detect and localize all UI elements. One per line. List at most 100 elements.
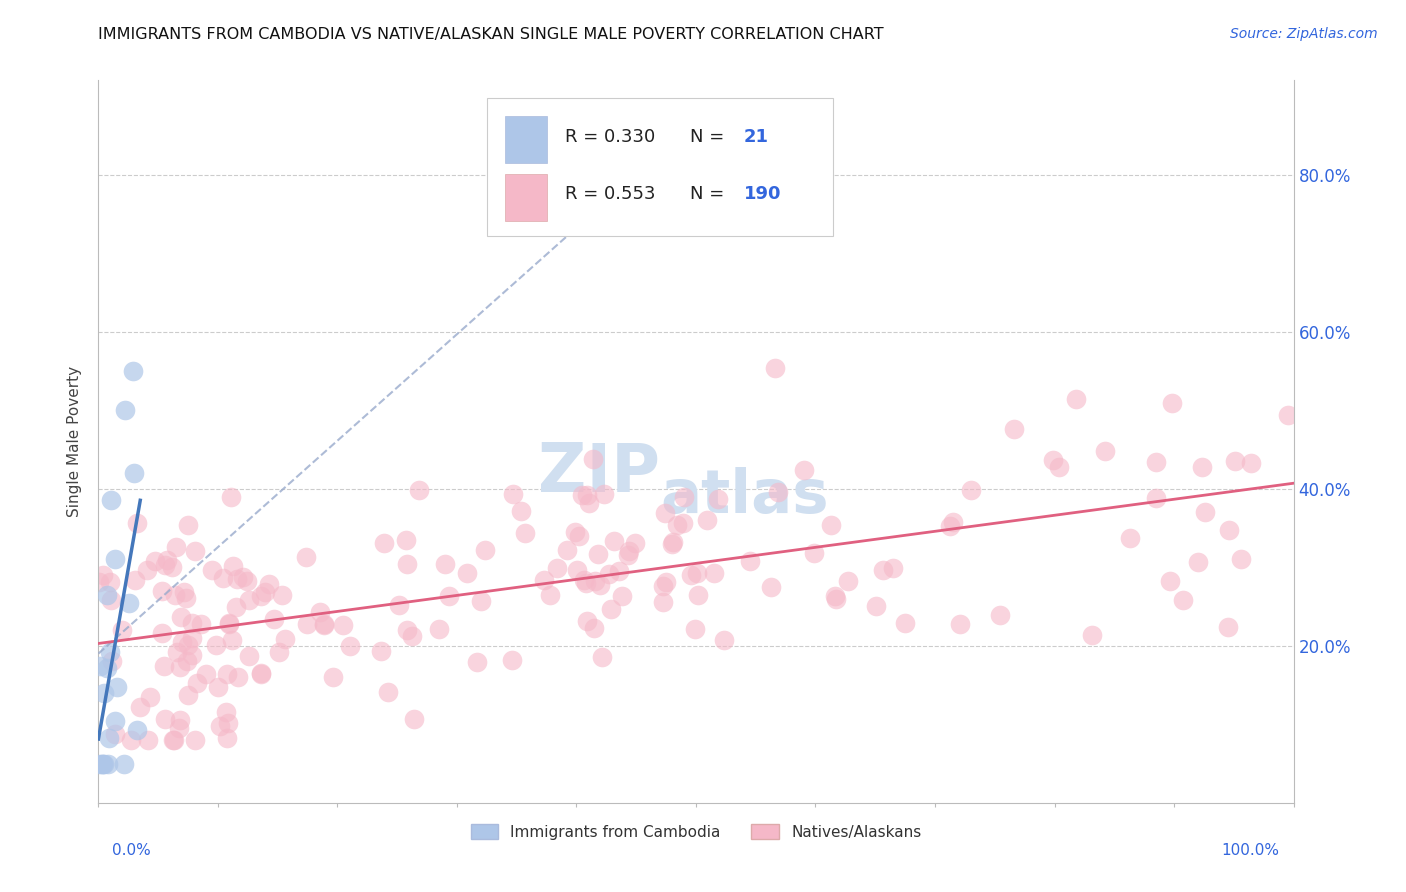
Point — [959, 483, 981, 497]
Point — [91, 756, 114, 771]
Point — [125, 723, 148, 738]
Point — [1161, 396, 1184, 410]
Point — [401, 629, 423, 643]
Point — [177, 689, 200, 703]
Point — [1118, 531, 1140, 545]
Point — [135, 563, 157, 577]
Point — [257, 577, 280, 591]
Point — [1218, 523, 1240, 537]
Point — [707, 492, 730, 507]
Point — [683, 622, 706, 636]
Point — [267, 645, 290, 659]
Point — [143, 554, 166, 568]
Point — [433, 558, 456, 572]
Point — [93, 756, 115, 771]
Point — [96, 661, 118, 675]
Point — [104, 727, 127, 741]
Point — [607, 564, 630, 578]
Point — [217, 731, 239, 745]
Point — [696, 513, 718, 527]
Point — [153, 659, 176, 673]
Point — [768, 484, 790, 499]
Point — [589, 578, 612, 592]
Point — [470, 594, 492, 608]
Point — [555, 543, 578, 558]
Point — [882, 561, 904, 575]
Point — [186, 675, 208, 690]
Point — [837, 574, 859, 588]
Point — [165, 540, 187, 554]
Point — [87, 574, 110, 589]
Point — [150, 625, 173, 640]
Point — [218, 617, 240, 632]
Point — [652, 579, 675, 593]
Point — [395, 533, 418, 548]
Point — [610, 590, 633, 604]
Point — [176, 654, 198, 668]
Point — [1225, 454, 1247, 468]
Point — [314, 618, 336, 632]
Point — [136, 733, 159, 747]
Point — [177, 518, 200, 533]
Point — [111, 623, 134, 637]
Point — [89, 659, 111, 673]
Point — [591, 650, 613, 665]
FancyBboxPatch shape — [505, 117, 547, 163]
Point — [120, 733, 142, 747]
Text: N =: N = — [690, 186, 730, 203]
Point — [575, 488, 598, 502]
Point — [295, 616, 318, 631]
Point — [250, 666, 273, 681]
Point — [671, 516, 693, 531]
Point — [803, 546, 825, 560]
Point — [166, 645, 188, 659]
Point — [1144, 491, 1167, 506]
Text: 190: 190 — [744, 186, 782, 203]
Point — [173, 584, 195, 599]
Point — [101, 654, 124, 668]
Point — [515, 526, 537, 541]
Point — [236, 574, 259, 589]
Point — [571, 488, 593, 502]
Point — [308, 605, 330, 619]
Point — [219, 490, 242, 504]
FancyBboxPatch shape — [486, 98, 834, 235]
Point — [226, 573, 249, 587]
Text: 0.0%: 0.0% — [112, 843, 152, 858]
Point — [942, 515, 965, 529]
Point — [654, 506, 676, 520]
Point — [263, 612, 285, 626]
Point — [273, 632, 295, 646]
Point — [652, 595, 675, 609]
Point — [396, 557, 419, 571]
Point — [150, 583, 173, 598]
Point — [225, 599, 247, 614]
Point — [97, 756, 120, 771]
Point — [582, 451, 605, 466]
Text: ZIP: ZIP — [538, 440, 661, 506]
Point — [824, 590, 846, 604]
Point — [118, 595, 141, 609]
Point — [104, 551, 127, 566]
Point — [666, 517, 689, 532]
Point — [872, 563, 894, 577]
Point — [100, 593, 122, 607]
Point — [332, 617, 354, 632]
Point — [616, 549, 638, 563]
Point — [217, 667, 239, 681]
Point — [250, 589, 273, 603]
Point — [820, 518, 842, 533]
Point — [662, 535, 685, 549]
Point — [218, 615, 240, 630]
Point — [169, 660, 191, 674]
FancyBboxPatch shape — [505, 174, 547, 221]
Point — [572, 573, 595, 587]
Point — [575, 576, 598, 591]
Point — [122, 466, 145, 480]
Point — [139, 690, 162, 704]
Point — [105, 680, 128, 694]
Point — [212, 571, 235, 585]
Point — [474, 543, 496, 558]
Point — [568, 529, 591, 543]
Point — [564, 524, 586, 539]
